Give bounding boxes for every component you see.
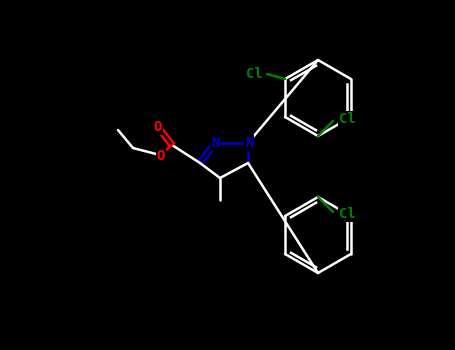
Text: N: N — [211, 136, 219, 150]
Text: Cl: Cl — [339, 112, 355, 126]
Text: Cl: Cl — [246, 67, 263, 81]
Text: Cl: Cl — [339, 207, 355, 221]
Text: N: N — [245, 136, 253, 150]
Text: O: O — [157, 149, 165, 163]
Text: O: O — [154, 120, 162, 134]
